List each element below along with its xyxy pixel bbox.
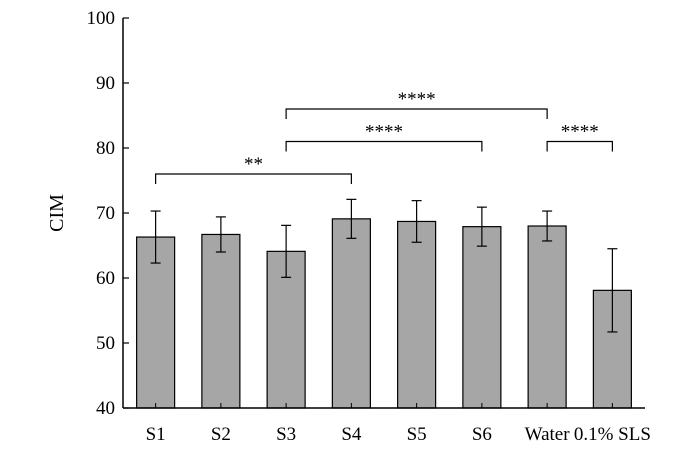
significance-brackets: **************	[155, 89, 613, 184]
significance-bracket	[155, 173, 352, 184]
bar	[462, 226, 502, 409]
y-tick-label: 70	[96, 203, 115, 224]
y-tick-label: 40	[96, 398, 115, 419]
significance-label: ****	[398, 89, 436, 110]
bar	[397, 220, 437, 409]
x-tick-label: S6	[472, 424, 492, 445]
y-tick-label: 60	[96, 268, 115, 289]
significance-label: ****	[561, 122, 599, 143]
y-axis-ticks: 40 50 60 70 80 90 100	[87, 8, 129, 419]
x-tick-label: S2	[211, 424, 231, 445]
x-tick-label: S1	[146, 424, 166, 445]
bars	[136, 218, 632, 409]
x-tick-label: S3	[276, 424, 296, 445]
y-tick-label: 100	[87, 8, 116, 29]
significance-label: ****	[365, 122, 403, 143]
x-tick-label: S4	[341, 424, 362, 445]
y-tick-label: 90	[96, 73, 115, 94]
bar	[527, 225, 567, 409]
error-bars	[150, 198, 618, 333]
x-tick-label: Water	[525, 424, 571, 445]
y-tick-label: 50	[96, 333, 115, 354]
y-tick-label: 80	[96, 138, 115, 159]
bar	[331, 218, 371, 409]
x-tick-label: S5	[407, 424, 427, 445]
significance-bracket	[285, 140, 483, 152]
significance-bracket	[285, 108, 548, 119]
significance-bracket	[546, 140, 613, 152]
x-axis-labels: S1 S2 S3 S4 S5 S6 Water 0.1% SLS	[146, 403, 651, 445]
x-tick-label: 0.1% SLS	[574, 424, 651, 445]
significance-label: **	[244, 154, 263, 175]
bar	[201, 233, 241, 409]
y-axis-title: CIM	[46, 194, 68, 232]
